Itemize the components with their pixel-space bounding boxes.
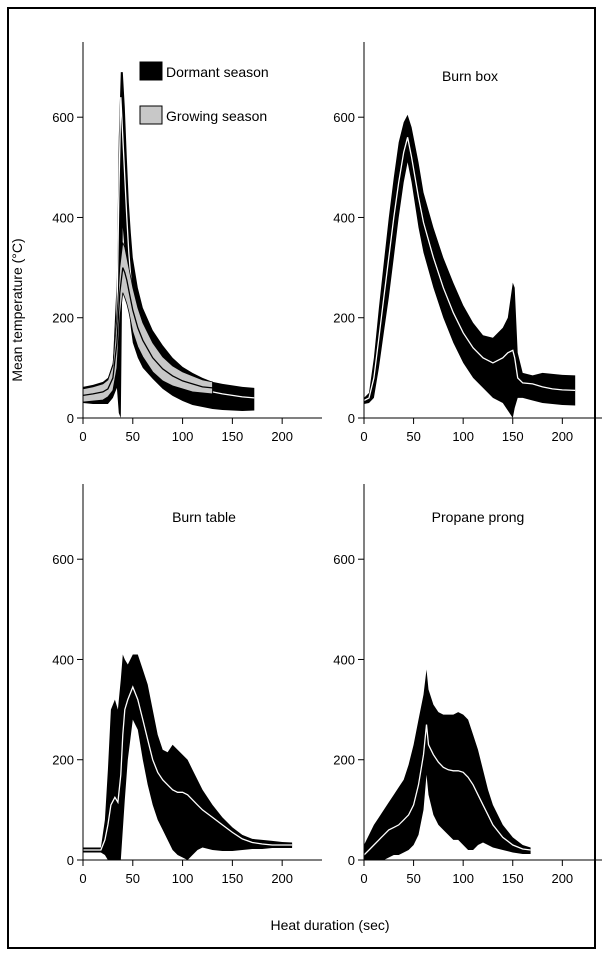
- mean-line-1: [363, 724, 531, 856]
- x-tick-label: 100: [452, 871, 474, 886]
- y-tick-label: 600: [333, 552, 355, 567]
- y-tick-label: 600: [52, 552, 74, 567]
- y-tick-label: 400: [52, 652, 74, 667]
- x-tick-label: 0: [79, 429, 86, 444]
- x-tick-label: 50: [126, 429, 140, 444]
- x-tick-label: 150: [502, 429, 524, 444]
- y-tick-label: 0: [348, 411, 355, 426]
- panel-1: 0 200 400 600 0 50 100 150 200: [52, 42, 322, 444]
- x-tick-label: 150: [222, 871, 244, 886]
- x-axis-label: Heat duration (sec): [270, 917, 389, 933]
- chart-panels: 0 200 400 600 0 50 100 150 200 0 200 400 600 0 50 100 15…: [52, 42, 602, 886]
- legend: Dormant season Growing season: [139, 61, 269, 125]
- panel-title: Burn box: [442, 68, 498, 84]
- y-tick-label: 0: [67, 411, 74, 426]
- panel-4: 0 200 400 600 0 50 100 150 200 Propane prong: [333, 484, 602, 886]
- x-tick-label: 200: [271, 429, 293, 444]
- y-tick-label: 0: [67, 853, 74, 868]
- mean-line-1: [363, 137, 576, 402]
- y-tick-label: 200: [52, 753, 74, 768]
- y-tick-label: 600: [333, 110, 355, 125]
- panel-2: 0 200 400 600 0 50 100 150 200 Burn box: [333, 42, 602, 444]
- x-tick-label: 100: [452, 429, 474, 444]
- legend-swatch-growing: [139, 105, 163, 125]
- panel-title: Burn table: [172, 509, 236, 525]
- x-tick-label: 0: [360, 429, 367, 444]
- range-band-1: [83, 654, 293, 860]
- legend-label-growing: Growing season: [166, 108, 267, 124]
- legend-swatch-dormant: [139, 61, 163, 81]
- x-tick-label: 150: [502, 871, 524, 886]
- mean-line-1: [83, 685, 293, 851]
- y-tick-label: 400: [52, 210, 74, 225]
- legend-label-dormant: Dormant season: [166, 64, 269, 80]
- y-tick-label: 400: [333, 210, 355, 225]
- mean-line-2: [82, 267, 213, 397]
- y-axis-label: Mean temperature (°C): [9, 238, 25, 381]
- y-tick-label: 200: [333, 311, 355, 326]
- y-tick-label: 200: [333, 753, 355, 768]
- panel-title: Propane prong: [432, 509, 525, 525]
- range-band-1: [83, 72, 255, 418]
- y-tick-label: 600: [52, 110, 74, 125]
- x-tick-label: 50: [406, 871, 420, 886]
- x-tick-label: 50: [406, 429, 420, 444]
- y-tick-label: 200: [52, 311, 74, 326]
- x-tick-label: 200: [271, 871, 293, 886]
- x-tick-label: 200: [551, 871, 573, 886]
- y-tick-label: 0: [348, 853, 355, 868]
- range-band-1: [364, 669, 531, 860]
- y-tick-label: 400: [333, 652, 355, 667]
- x-tick-label: 100: [172, 871, 194, 886]
- panel-3: 0 200 400 600 0 50 100 150 200 Burn table: [52, 484, 322, 886]
- x-tick-label: 200: [551, 429, 573, 444]
- x-tick-label: 0: [360, 871, 367, 886]
- x-tick-label: 50: [126, 871, 140, 886]
- x-tick-label: 0: [79, 871, 86, 886]
- range-band-2: [82, 242, 213, 403]
- x-tick-label: 150: [222, 429, 244, 444]
- figure-frame: [7, 7, 596, 949]
- x-tick-label: 100: [172, 429, 194, 444]
